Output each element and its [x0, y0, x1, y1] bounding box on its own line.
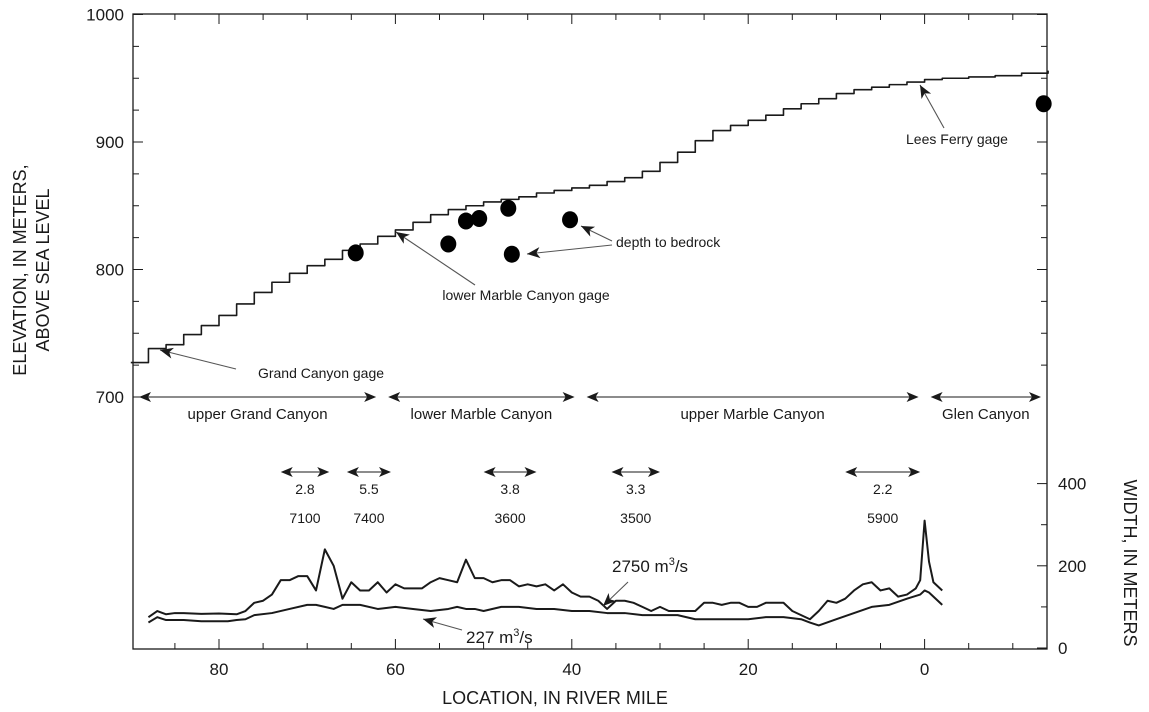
- plot-frame: [132, 13, 1048, 650]
- depth-pointer-2-shaft: [526, 244, 613, 255]
- segment-arrow-right-head: [648, 467, 660, 477]
- x-tick-label: 20: [739, 660, 758, 679]
- depth-pointer-2: [526, 244, 613, 259]
- annotations: Lees Ferry gage depth to bedrock lower Mar…: [159, 84, 1008, 647]
- x-axis-title: LOCATION, IN RIVER MILE: [442, 688, 668, 708]
- bedrock-points: [347, 95, 1052, 263]
- bedrock-point: [457, 212, 474, 230]
- lees-ferry-pointer: [919, 84, 945, 129]
- x-tick-label: 40: [562, 660, 581, 679]
- reach-label: upper Grand Canyon: [188, 406, 328, 423]
- y-axis-title-left-line2: ABOVE SEA LEVEL: [33, 188, 53, 351]
- grand-canyon-pointer-head: [160, 347, 174, 359]
- lower-marble-pointer-shaft: [395, 231, 476, 286]
- y-axis-title-left-line1: ELEVATION, IN METERS,: [10, 164, 30, 375]
- y-tick-label-left: 800: [96, 261, 124, 280]
- segment-arrow-right-head: [317, 467, 330, 477]
- reach-arrow-left-head: [586, 392, 599, 402]
- q227-label: 227 m3/s: [466, 627, 533, 647]
- y-tick-label-right: 400: [1058, 475, 1086, 494]
- series-line-2: [147, 589, 943, 627]
- lees-ferry-pointer-head: [920, 85, 932, 100]
- x-tick-label: 0: [920, 660, 929, 679]
- segment-value: 2.2: [873, 481, 893, 497]
- segment-arrow-left-head: [346, 467, 359, 477]
- reach-arrow: upper Grand Canyon: [139, 392, 377, 423]
- x-tick-label: 60: [386, 660, 405, 679]
- bedrock-point: [562, 211, 579, 229]
- q227-pointer-head: [423, 617, 438, 628]
- reach-arrows: upper Grand Canyon lower Marble Canyon upp…: [139, 392, 1041, 423]
- study-segment: 3.3 3500: [611, 467, 660, 526]
- segment-number: 3500: [620, 510, 651, 526]
- bedrock-point: [503, 245, 520, 263]
- grand-canyon-pointer-shaft: [159, 349, 237, 370]
- bedrock-point: [500, 199, 517, 217]
- segment-arrow-right-head: [908, 467, 921, 477]
- reach-arrow-right-head: [1029, 392, 1041, 402]
- bedrock-point: [471, 210, 488, 227]
- segment-number: 7100: [289, 510, 320, 526]
- grand-canyon-pointer: [159, 347, 237, 370]
- study-segment: 2.8 7100: [280, 467, 330, 526]
- reach-arrow: Glen Canyon: [930, 392, 1041, 423]
- reach-label: lower Marble Canyon: [411, 406, 553, 423]
- y-axis-title-right: WIDTH, IN METERS: [1120, 480, 1140, 647]
- series-line-0: [130, 70, 1049, 364]
- series-line-1: [147, 519, 943, 621]
- study-segments: 2.8 7100 5.5 7400 3.8 3600 3.3 3500 2.2 5900: [280, 467, 921, 526]
- bedrock-point: [347, 244, 364, 262]
- y-tick-label-left: 700: [96, 388, 124, 407]
- segment-arrow-right-head: [378, 467, 391, 477]
- reach-arrow: upper Marble Canyon: [586, 392, 919, 423]
- segment-number: 3600: [494, 510, 525, 526]
- segment-arrow-left-head: [611, 467, 624, 477]
- lower-marble-pointer-head: [396, 232, 410, 244]
- segment-arrow-right-head: [524, 467, 537, 477]
- study-segment: 5.5 7400: [346, 467, 391, 526]
- reach-arrow-right-head: [364, 392, 377, 402]
- q2750-pointer: [602, 581, 629, 607]
- reach-arrow: lower Marble Canyon: [388, 392, 575, 423]
- segment-arrow-left-head: [483, 467, 496, 477]
- x-tick-label: 80: [210, 660, 229, 679]
- study-segment: 3.8 3600: [483, 467, 537, 526]
- bedrock-point: [1035, 95, 1052, 113]
- depth-pointer-1: [580, 225, 613, 242]
- y-tick-label-right: 200: [1058, 557, 1086, 576]
- reach-arrow-left-head: [139, 392, 151, 402]
- segment-number: 5900: [867, 510, 898, 526]
- reach-arrow-right-head: [562, 392, 575, 402]
- segment-value: 5.5: [359, 481, 379, 497]
- segment-value: 3.8: [500, 481, 520, 497]
- lower-marble-label: lower Marble Canyon gage: [442, 287, 610, 303]
- reach-arrow-right-head: [906, 392, 919, 402]
- segment-arrow-left-head: [280, 467, 293, 477]
- segment-value: 2.8: [295, 481, 315, 497]
- bedrock-point: [440, 235, 457, 253]
- grand-canyon-label: Grand Canyon gage: [258, 365, 384, 381]
- y-tick-label-right: 0: [1058, 639, 1067, 658]
- reach-label: Glen Canyon: [942, 406, 1030, 423]
- lees-ferry-label: Lees Ferry gage: [906, 131, 1008, 147]
- study-segment: 2.2 5900: [845, 467, 921, 526]
- segment-value: 3.3: [626, 481, 646, 497]
- reach-arrow-left-head: [388, 392, 401, 402]
- segment-number: 7400: [353, 510, 384, 526]
- segment-arrow-left-head: [845, 467, 858, 477]
- q227-pointer: [422, 617, 463, 631]
- series-lines: [130, 70, 1049, 627]
- lower-marble-pointer: [395, 231, 476, 286]
- q2750-label: 2750 m3/s: [612, 556, 688, 576]
- y-tick-label-left: 1000: [86, 6, 124, 25]
- reach-arrow-left-head: [930, 392, 943, 402]
- reach-label: upper Marble Canyon: [680, 406, 824, 423]
- q2750-pointer-head: [603, 593, 617, 606]
- depth-to-bedrock-label: depth to bedrock: [616, 234, 721, 250]
- depth-pointer-1-head: [581, 226, 596, 237]
- y-tick-label-left: 900: [96, 133, 124, 152]
- depth-pointer-2-head: [527, 247, 541, 259]
